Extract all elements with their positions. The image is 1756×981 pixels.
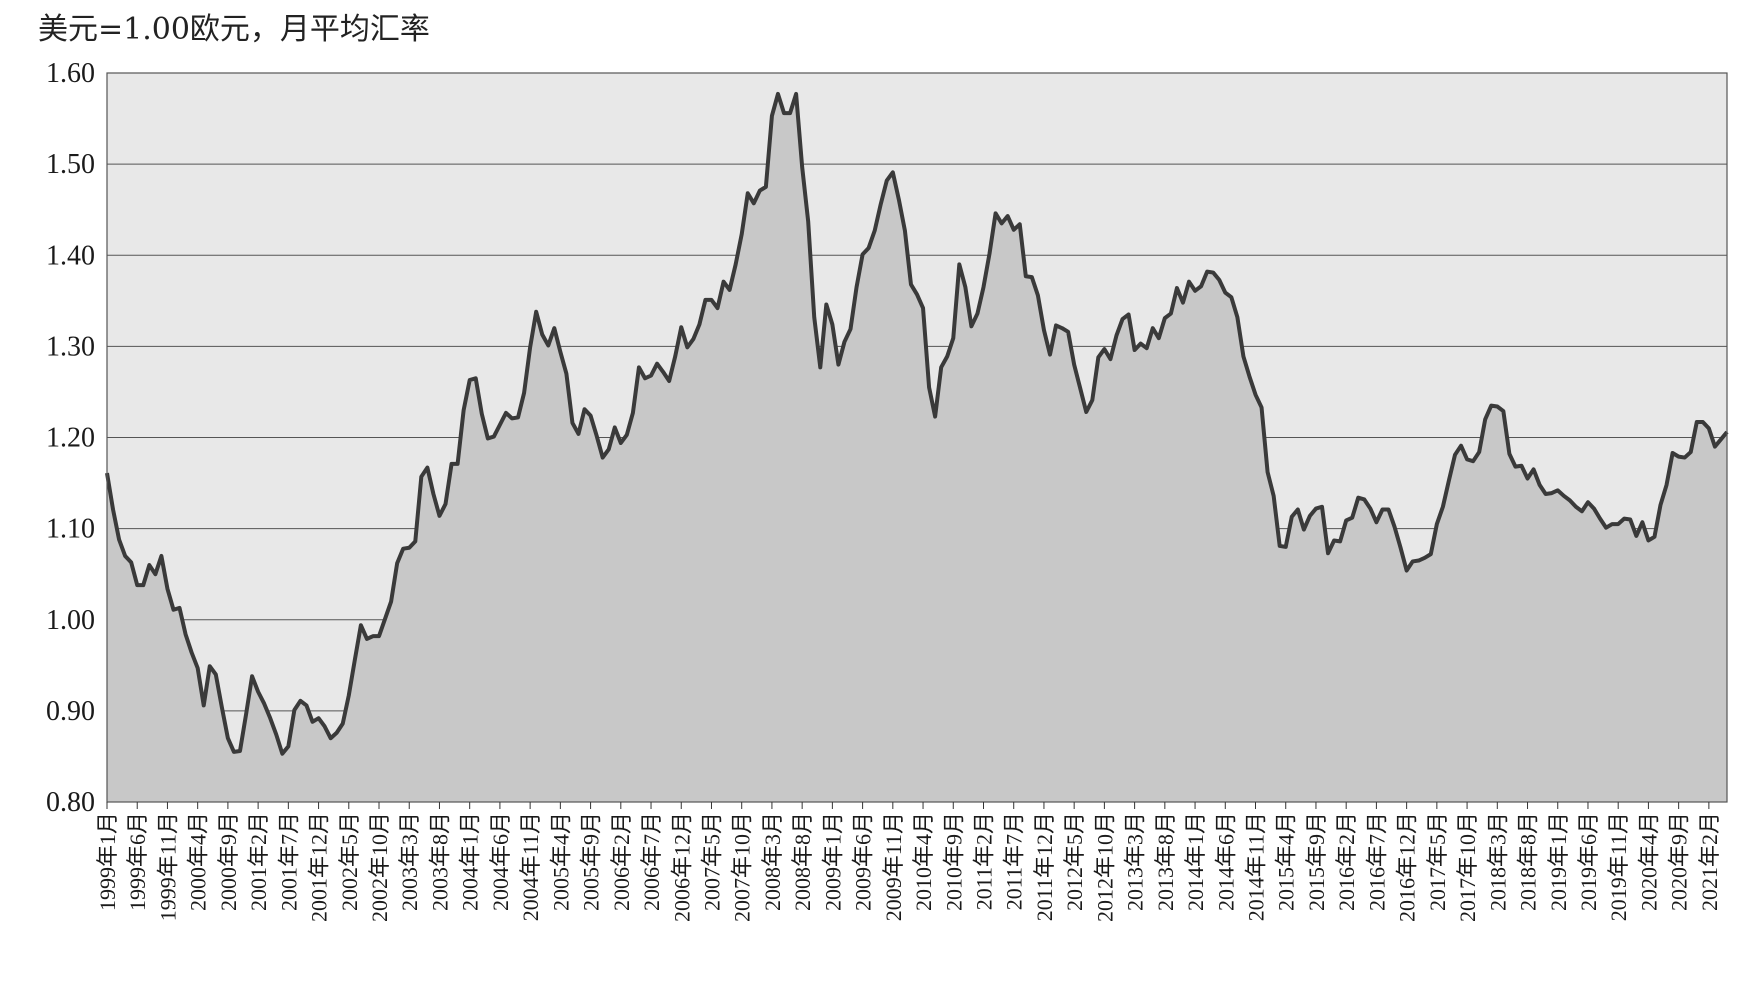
x-tick-label: 2018年3月 <box>1485 812 1510 911</box>
x-tick-label: 2009年6月 <box>851 812 876 911</box>
x-tick-label: 2001年7月 <box>276 812 301 911</box>
x-tick-label: 2017年10月 <box>1455 812 1480 922</box>
x-tick-label: 2018年8月 <box>1516 812 1541 911</box>
x-tick-label: 2013年8月 <box>1153 812 1178 911</box>
x-tick-label: 2006年7月 <box>639 812 664 911</box>
x-tick-label: 2005年9月 <box>579 812 604 911</box>
x-tick-label: 2019年11月 <box>1606 812 1631 921</box>
x-tick-label: 2019年1月 <box>1546 812 1571 911</box>
x-tick-label: 2001年12月 <box>307 812 332 922</box>
y-tick-label: 1.10 <box>46 514 95 545</box>
x-tick-label: 2009年1月 <box>820 812 845 911</box>
x-tick-label: 2005年4月 <box>548 812 573 911</box>
x-tick-label: 2012年5月 <box>1062 812 1087 911</box>
x-tick-label: 2003年8月 <box>427 812 452 911</box>
plot-frame <box>106 72 1728 803</box>
x-tick-label: 2021年2月 <box>1697 812 1722 911</box>
x-tick-label: 1999年1月 <box>95 812 120 911</box>
x-tick-label: 2007年5月 <box>699 812 724 911</box>
x-tick-label: 2013年3月 <box>1123 812 1148 911</box>
x-tick-label: 2011年7月 <box>1002 812 1027 910</box>
y-tick-label: 1.20 <box>46 423 95 454</box>
y-tick-label: 1.30 <box>46 331 95 362</box>
x-axis-ticks: 1999年1月 1999年6月 1999年11月 2000年4月 2000年9月 2001… <box>95 802 1722 922</box>
x-tick-label: 2020年4月 <box>1636 812 1661 911</box>
x-tick-label: 2016年7月 <box>1364 812 1389 911</box>
x-tick-label: 2000年9月 <box>216 812 241 911</box>
x-tick-label: 1999年6月 <box>125 812 150 911</box>
y-tick-label: 0.80 <box>46 787 95 818</box>
x-tick-label: 2002年5月 <box>337 812 362 911</box>
x-tick-label: 2001年2月 <box>246 812 271 911</box>
x-tick-label: 2020年9月 <box>1667 812 1692 911</box>
x-tick-label: 2003年3月 <box>397 812 422 911</box>
x-tick-label: 1999年11月 <box>155 812 180 921</box>
y-tick-label: 1.40 <box>46 240 95 271</box>
x-tick-label: 2004年1月 <box>458 812 483 911</box>
x-tick-label: 2017年5月 <box>1425 812 1450 911</box>
rate-line <box>105 91 1729 756</box>
x-tick-label: 2009年11月 <box>881 812 906 921</box>
x-tick-label: 2008年8月 <box>790 812 815 911</box>
x-tick-label: 2007年10月 <box>730 812 755 922</box>
x-tick-label: 2002年10月 <box>367 812 392 922</box>
x-tick-label: 2004年6月 <box>488 812 513 911</box>
x-tick-label: 2000年4月 <box>186 812 211 911</box>
y-tick-label: 1.00 <box>46 605 95 636</box>
y-axis-ticks: 0.80 0.90 1.00 1.10 1.20 1.30 1.40 1.50 1.60 <box>46 58 95 818</box>
x-tick-label: 2012年10月 <box>1092 812 1117 922</box>
x-tick-label: 2006年12月 <box>669 812 694 922</box>
x-tick-label: 2019年6月 <box>1576 812 1601 911</box>
x-tick-label: 2010年4月 <box>911 812 936 911</box>
x-tick-label: 2016年2月 <box>1334 812 1359 911</box>
x-tick-label: 2016年12月 <box>1395 812 1420 922</box>
y-axis-unit-label: 美元=1.00欧元，月平均汇率 <box>38 12 430 47</box>
x-tick-label: 2015年9月 <box>1304 812 1329 911</box>
x-tick-label: 2011年12月 <box>1032 812 1057 921</box>
x-tick-label: 2004年11月 <box>518 812 543 921</box>
rate-area-fill <box>107 93 1727 802</box>
x-tick-label: 2008年3月 <box>760 812 785 911</box>
x-tick-label: 2014年6月 <box>1213 812 1238 911</box>
x-tick-label: 2014年1月 <box>1183 812 1208 911</box>
x-tick-label: 2014年11月 <box>1244 812 1269 921</box>
x-tick-label: 2010年9月 <box>941 812 966 911</box>
x-tick-label: 2011年2月 <box>971 812 996 910</box>
x-tick-label: 2015年4月 <box>1274 812 1299 911</box>
x-tick-label: 2006年2月 <box>609 812 634 911</box>
y-tick-label: 1.60 <box>46 58 95 89</box>
y-tick-label: 0.90 <box>46 696 95 727</box>
y-tick-label: 1.50 <box>46 149 95 180</box>
